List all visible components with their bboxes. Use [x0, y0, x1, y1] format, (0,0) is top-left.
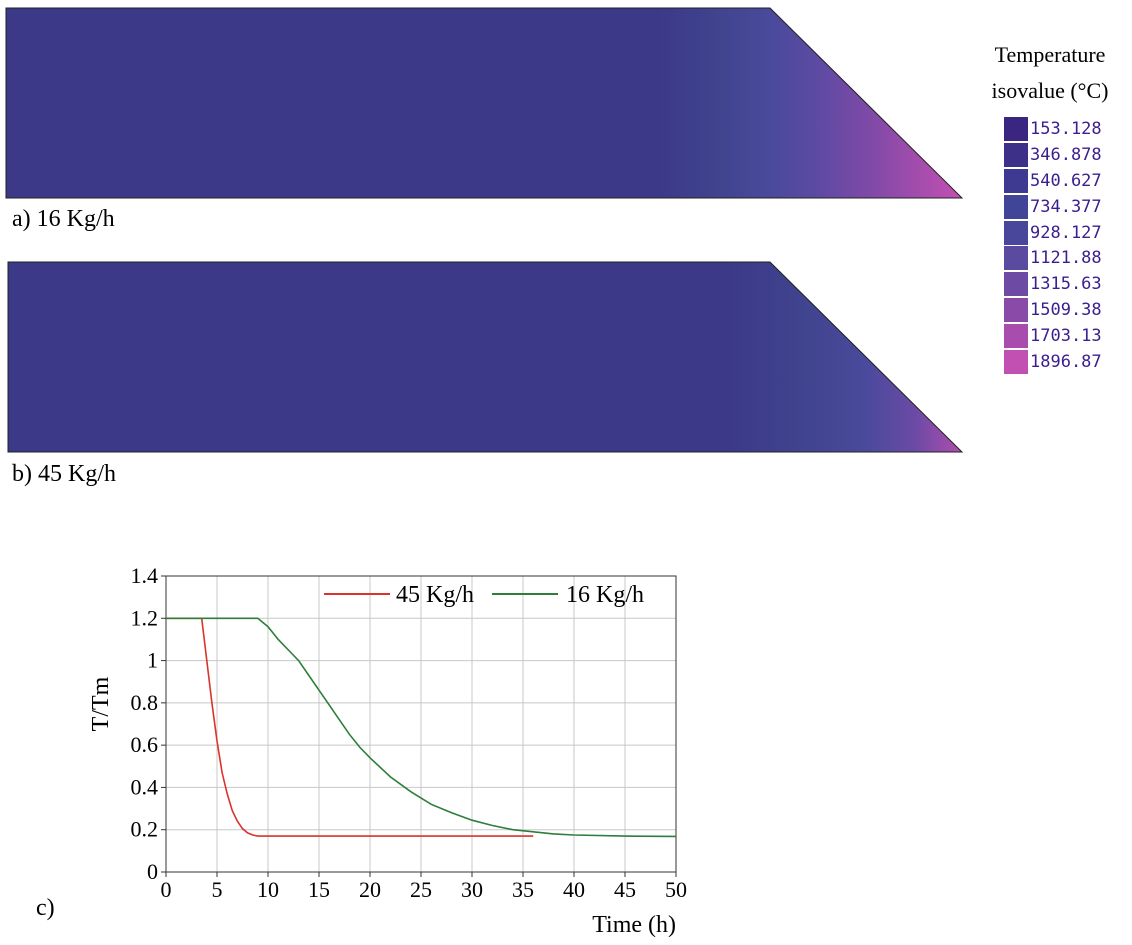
y-tick-label: 0.8 — [131, 690, 159, 715]
legend-swatch — [1004, 168, 1028, 193]
x-tick-label: 5 — [212, 877, 223, 902]
y-tick-label: 1 — [147, 648, 158, 673]
panel-c-label: c) — [36, 895, 55, 921]
legend-title-line1: Temperature — [994, 42, 1106, 67]
series-line — [166, 617, 534, 837]
y-tick-label: 1.2 — [131, 605, 159, 630]
legend-value: 1121.88 — [1030, 248, 1102, 269]
legend-swatch — [1004, 298, 1028, 323]
y-axis-label: T/Tm — [88, 676, 114, 731]
legend-value: 1896.87 — [1030, 352, 1102, 373]
x-tick-label: 25 — [410, 877, 432, 902]
legend-value: 1315.63 — [1030, 274, 1102, 295]
legend-value: 346.878 — [1030, 144, 1102, 165]
legend-entry: 346.878 — [1004, 142, 1128, 168]
legend-entry: 540.627 — [1004, 168, 1128, 194]
y-tick-label: 0.4 — [131, 774, 159, 799]
x-tick-label: 35 — [512, 877, 534, 902]
panel-b-simulation — [7, 261, 964, 453]
x-tick-label: 45 — [614, 877, 636, 902]
legend-value: 1703.13 — [1030, 326, 1102, 347]
temperature-legend: 153.128 346.878 540.627 734.377 928.127 1121.… — [1004, 116, 1128, 375]
x-tick-label: 0 — [161, 877, 172, 902]
legend-value: 1509.38 — [1030, 300, 1102, 321]
legend-value: 734.377 — [1030, 196, 1102, 217]
x-tick-label: 40 — [563, 877, 585, 902]
y-tick-label: 1.4 — [131, 563, 159, 588]
legend-swatch — [1004, 272, 1028, 297]
legend-entry: 153.128 — [1004, 116, 1128, 142]
legend-swatch — [1004, 220, 1028, 245]
legend-entry: 928.127 — [1004, 220, 1128, 246]
legend-value: 928.127 — [1030, 222, 1102, 243]
temperature-chart: 0 5 10 15 20 25 30 35 40 45 50 0 0.2 0.4 0.6 0.8 1 1.2 1.4… — [88, 563, 687, 938]
legend-swatch — [1004, 117, 1028, 141]
panel-a-label: a) 16 Kg/h — [12, 206, 115, 232]
chart-legend-label: 16 Kg/h — [566, 582, 644, 608]
chart-legend-label: 45 Kg/h — [396, 582, 474, 608]
y-tick-label: 0 — [147, 859, 158, 884]
panel-a-simulation — [5, 7, 964, 199]
legend-swatch — [1004, 350, 1028, 375]
legend-value: 540.627 — [1030, 170, 1102, 191]
y-tick-label: 0.2 — [131, 817, 159, 842]
legend-swatch — [1004, 246, 1028, 271]
legend-title-line2: isovalue (°C) — [991, 78, 1109, 103]
y-tick-label: 0.6 — [131, 732, 159, 757]
x-tick-label: 20 — [359, 877, 381, 902]
legend-swatch — [1004, 194, 1028, 219]
legend-swatch — [1004, 324, 1028, 349]
legend-entry: 1509.38 — [1004, 297, 1128, 323]
x-tick-label: 10 — [257, 877, 279, 902]
legend-swatch — [1004, 142, 1028, 167]
legend-entry: 1703.13 — [1004, 323, 1128, 349]
panel-b-label: b) 45 Kg/h — [12, 461, 116, 487]
x-axis-label: Time (h) — [592, 912, 676, 938]
legend-entry: 734.377 — [1004, 194, 1128, 220]
legend-entry: 1315.63 — [1004, 271, 1128, 297]
legend-value: 153.128 — [1030, 119, 1102, 139]
legend-entry: 1121.88 — [1004, 245, 1128, 271]
series-line — [166, 617, 677, 838]
x-tick-label: 50 — [665, 877, 687, 902]
x-tick-label: 30 — [461, 877, 483, 902]
legend-entry: 1896.87 — [1004, 349, 1128, 375]
x-tick-label: 15 — [308, 877, 330, 902]
